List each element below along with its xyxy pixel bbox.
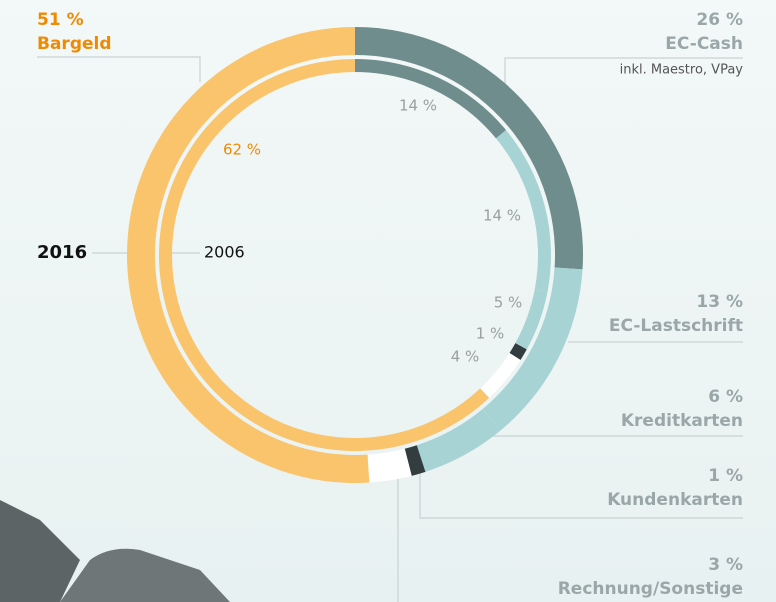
inner-value-label: 1 % — [476, 325, 505, 343]
inner-value-label: 14 % — [399, 97, 437, 115]
annotation: inkl. Maestro, VPay — [620, 63, 744, 78]
chart: 2016 2006 inkl. Maestro, VPay 26 % EC-Cas… — [0, 0, 776, 602]
value-label: 26 % — [696, 10, 743, 30]
inner-value-label: 4 % — [451, 348, 480, 366]
background — [0, 0, 776, 602]
value-label: 1 % — [708, 466, 743, 486]
category-label: EC-Lastschrift — [609, 316, 743, 336]
category-label: EC-Cash — [665, 34, 743, 54]
value-label: 3 % — [708, 555, 743, 575]
inner-value-label: 14 % — [483, 207, 521, 225]
value-label: 51 % — [37, 10, 84, 30]
value-label: 13 % — [696, 292, 743, 312]
series-label: 2006 — [204, 243, 245, 262]
category-label: Kundenkarten — [607, 490, 743, 510]
series-label: 2016 — [37, 242, 87, 263]
inner-value-label: 62 % — [223, 141, 261, 159]
category-label: Rechnung/Sonstige — [558, 579, 743, 599]
inner-value-label: 5 % — [494, 294, 523, 312]
category-label: Kreditkarten — [621, 411, 743, 431]
category-label: Bargeld — [37, 34, 112, 54]
value-label: 6 % — [708, 387, 743, 407]
